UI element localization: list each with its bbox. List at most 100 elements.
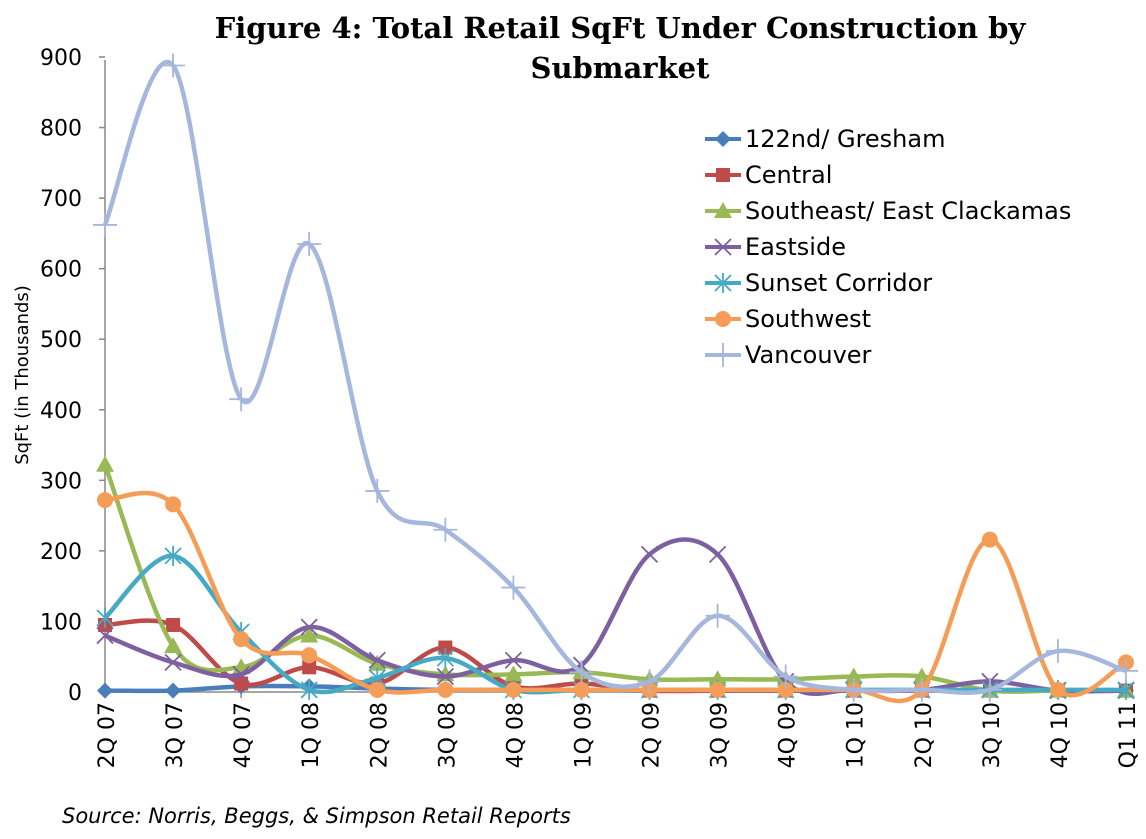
marker	[161, 53, 186, 78]
chart-title: Figure 4: Total Retail SqFt Under Constr…	[214, 11, 1026, 85]
y-tick-label: 300	[40, 469, 82, 494]
source-note: Source: Norris, Beggs, & Simpson Retail …	[62, 804, 571, 828]
marker	[436, 648, 454, 669]
y-axis-label: SqFt (in Thousands)	[12, 285, 33, 465]
marker	[573, 681, 590, 698]
marker	[300, 679, 318, 700]
series-line	[103, 553, 1127, 695]
y-tick-label: 600	[40, 258, 82, 283]
marker	[714, 238, 732, 256]
x-tick-label: 3Q 07	[163, 702, 188, 768]
marker	[369, 681, 386, 698]
marker	[96, 455, 114, 472]
marker	[714, 202, 732, 218]
marker	[569, 660, 594, 685]
series	[97, 490, 1134, 704]
x-tick-label: 4Q 08	[503, 702, 528, 768]
x-tick-label: 1Q 08	[299, 702, 324, 768]
legend-label: 122nd/ Gresham	[745, 125, 945, 153]
marker	[164, 545, 182, 566]
y-tick-label: 400	[40, 399, 82, 424]
marker	[232, 665, 250, 683]
x-tick-label: 1Q 09	[571, 702, 596, 768]
marker	[302, 660, 317, 675]
legend-label: Vancouver	[745, 341, 872, 369]
x-tick-label: 2Q 10	[912, 702, 937, 768]
marker	[433, 517, 458, 542]
series-line	[102, 464, 1126, 694]
series-line	[102, 59, 1127, 696]
marker	[714, 273, 732, 293]
marker	[1114, 658, 1138, 683]
x-tick-label: 3Q 09	[708, 702, 733, 768]
marker	[301, 647, 318, 664]
legend-label: Central	[745, 161, 832, 189]
marker	[368, 654, 387, 671]
marker	[1049, 681, 1066, 698]
y-tick-label: 0	[68, 681, 82, 706]
marker	[229, 387, 254, 412]
marker	[637, 669, 662, 694]
marker	[438, 640, 453, 655]
y-tick-label: 100	[40, 610, 82, 635]
legend-label: Sunset Corridor	[745, 269, 932, 297]
series	[93, 53, 1138, 702]
legend-label: Southwest	[745, 305, 871, 333]
marker	[164, 637, 183, 654]
marker	[705, 603, 730, 628]
marker	[708, 545, 727, 564]
marker	[715, 131, 731, 147]
x-tick-label: 4Q 07	[231, 702, 256, 768]
marker	[773, 664, 798, 689]
marker	[436, 667, 454, 686]
marker	[97, 682, 113, 699]
marker	[164, 653, 182, 672]
marker	[504, 665, 523, 682]
marker	[165, 682, 182, 699]
marker	[97, 492, 113, 509]
marker	[711, 343, 735, 367]
marker	[777, 681, 794, 698]
y-tick-label: 800	[40, 117, 82, 142]
x-tick-label: 2Q 07	[95, 702, 120, 768]
marker	[981, 531, 998, 548]
marker	[233, 631, 250, 648]
marker	[504, 651, 523, 669]
y-tick-label: 500	[40, 328, 82, 353]
y-tick-label: 700	[40, 187, 82, 212]
marker	[96, 607, 114, 628]
x-tick-label: 2Q 09	[640, 702, 665, 768]
marker	[166, 617, 181, 632]
marker	[1117, 679, 1135, 700]
x-tick-label: 4Q 09	[776, 702, 801, 768]
marker	[437, 681, 454, 698]
x-tick-label: 1Q 10	[844, 702, 869, 768]
marker	[841, 677, 866, 702]
y-tick-label: 900	[40, 46, 82, 71]
marker	[716, 168, 730, 182]
marker	[300, 618, 318, 636]
marker	[844, 667, 863, 684]
x-tick-label: 3Q 10	[980, 702, 1005, 768]
x-tick-label: 4Q 10	[1048, 702, 1073, 768]
marker	[365, 478, 390, 503]
x-tick-label: 2Q 08	[367, 702, 392, 768]
marker	[501, 575, 526, 600]
legend-label: Southeast/ East Clackamas	[745, 197, 1071, 225]
marker	[640, 545, 659, 564]
x-tick-label: Q1 11	[1116, 702, 1141, 768]
marker	[715, 311, 731, 327]
marker	[300, 626, 319, 643]
x-tick-label: 3Q 08	[435, 702, 460, 768]
marker	[234, 676, 249, 691]
marker	[297, 231, 322, 256]
marker	[96, 626, 114, 645]
marker	[708, 670, 727, 687]
y-tick-label: 200	[40, 540, 82, 565]
series-line	[104, 490, 1128, 704]
marker	[1045, 639, 1070, 664]
marker	[368, 651, 386, 669]
marker	[505, 681, 522, 698]
